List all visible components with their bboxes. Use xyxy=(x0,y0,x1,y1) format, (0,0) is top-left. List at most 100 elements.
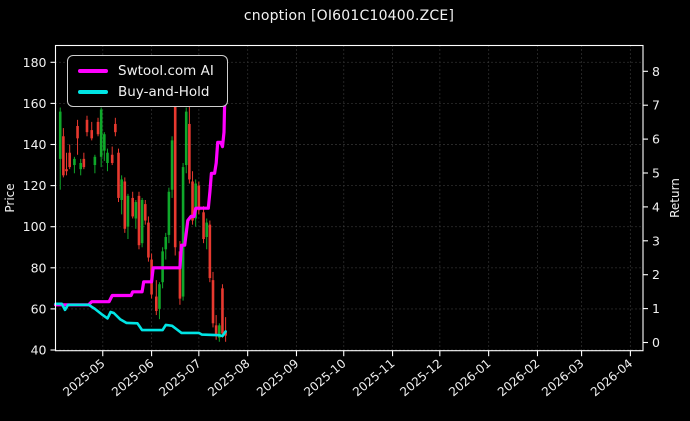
legend: Swtool.com AI Buy-and-Hold xyxy=(67,55,228,107)
candle xyxy=(137,191,141,250)
candle-body xyxy=(65,169,68,172)
x-tick-label: 2025-08 xyxy=(205,356,252,399)
x-tick-label: 2026-01 xyxy=(446,356,493,399)
candle-body xyxy=(143,204,147,221)
candle-body xyxy=(79,162,83,170)
candle xyxy=(73,156,76,174)
candle xyxy=(90,121,94,141)
candle xyxy=(117,148,120,203)
return-tick-label: 8 xyxy=(652,64,660,79)
candle xyxy=(164,232,168,260)
candle xyxy=(170,136,174,198)
legend-label-ai: Swtool.com AI xyxy=(118,62,214,79)
candle-body xyxy=(208,224,212,279)
candle-body xyxy=(90,130,94,139)
candle-body xyxy=(117,152,120,198)
return-tick-label: 2 xyxy=(652,267,660,282)
candle xyxy=(221,284,224,338)
price-tick-label: 60 xyxy=(31,301,47,316)
candle-body xyxy=(68,152,71,168)
candle-body xyxy=(173,103,177,248)
candle xyxy=(96,117,100,137)
candle-body xyxy=(181,167,185,297)
price-tick-label: 140 xyxy=(23,137,47,152)
candle-body xyxy=(211,280,215,324)
candle-body xyxy=(85,119,89,133)
candle xyxy=(65,152,68,176)
candle xyxy=(114,117,117,137)
candle xyxy=(62,128,65,178)
price-tick-label: 180 xyxy=(23,55,47,70)
candle xyxy=(218,323,221,342)
return-tick-label: 1 xyxy=(652,301,660,316)
candle xyxy=(76,119,79,155)
legend-item-buyhold: Buy-and-Hold xyxy=(78,82,214,101)
candle xyxy=(205,218,209,250)
candle-body xyxy=(126,195,130,227)
candle xyxy=(147,216,150,262)
candle-body xyxy=(110,154,114,163)
buy-hold-line-swatch xyxy=(78,89,108,94)
candle-body xyxy=(134,202,138,219)
price-axis-label: Price xyxy=(3,183,17,212)
candle xyxy=(155,280,158,316)
candle-body xyxy=(123,181,127,229)
x-tick-label: 2026-03 xyxy=(539,356,586,399)
price-tick-label: 80 xyxy=(31,260,47,275)
candle-body xyxy=(214,325,218,336)
return-tick-label: 6 xyxy=(652,132,660,147)
candle xyxy=(202,206,205,244)
return-tick-label: 5 xyxy=(652,166,660,181)
candle-body xyxy=(184,111,188,166)
price-tick-label: 120 xyxy=(23,178,47,193)
candle xyxy=(224,317,227,342)
candle xyxy=(167,187,171,244)
price-tick-label: 160 xyxy=(23,96,47,111)
candle xyxy=(211,271,215,328)
candle xyxy=(106,148,109,172)
candle xyxy=(99,107,103,168)
candle-body xyxy=(167,191,171,235)
candle-body xyxy=(137,195,141,246)
candle-body xyxy=(114,123,117,133)
ai-strategy-line xyxy=(53,58,228,307)
candle-body xyxy=(170,140,174,190)
candle xyxy=(126,193,130,240)
x-tick-label: 2025-07 xyxy=(156,356,203,399)
x-tick-label: 2025-12 xyxy=(397,356,444,399)
candle xyxy=(85,115,89,137)
candle-body xyxy=(96,121,100,135)
buy-and-hold-line xyxy=(54,302,227,338)
candle-body xyxy=(58,111,62,159)
candle xyxy=(93,154,97,174)
candle-body xyxy=(99,109,103,157)
return-axis-label: Return xyxy=(668,178,682,218)
candle-body xyxy=(221,288,224,334)
candle-body xyxy=(188,123,191,180)
x-tick-label: 2025-05 xyxy=(60,356,107,399)
return-tick-label: 4 xyxy=(652,199,660,214)
x-tick-label: 2025-06 xyxy=(109,356,156,399)
candle xyxy=(123,177,127,233)
return-tick-label: 0 xyxy=(652,335,660,350)
ai-line-swatch xyxy=(78,68,108,73)
candle-body xyxy=(103,134,106,151)
chart-title: cnoption [OI601C10400.ZCE] xyxy=(243,8,455,24)
candle xyxy=(82,152,86,170)
candle xyxy=(103,132,106,161)
candle-body xyxy=(155,296,158,311)
candle-body xyxy=(93,156,97,166)
candle xyxy=(181,162,185,301)
candle-body xyxy=(178,251,182,299)
price-tick-label: 40 xyxy=(31,343,47,358)
candle-body xyxy=(106,152,109,163)
candle xyxy=(58,107,62,190)
candle-body xyxy=(131,197,134,217)
candle-body xyxy=(202,212,205,240)
candle-body xyxy=(73,158,76,166)
x-axis: 2025-05 2025-06 2025-07 2025-08 2025-09 2025-… xyxy=(60,350,635,399)
candle-body xyxy=(147,222,150,258)
candle-body xyxy=(197,185,201,211)
